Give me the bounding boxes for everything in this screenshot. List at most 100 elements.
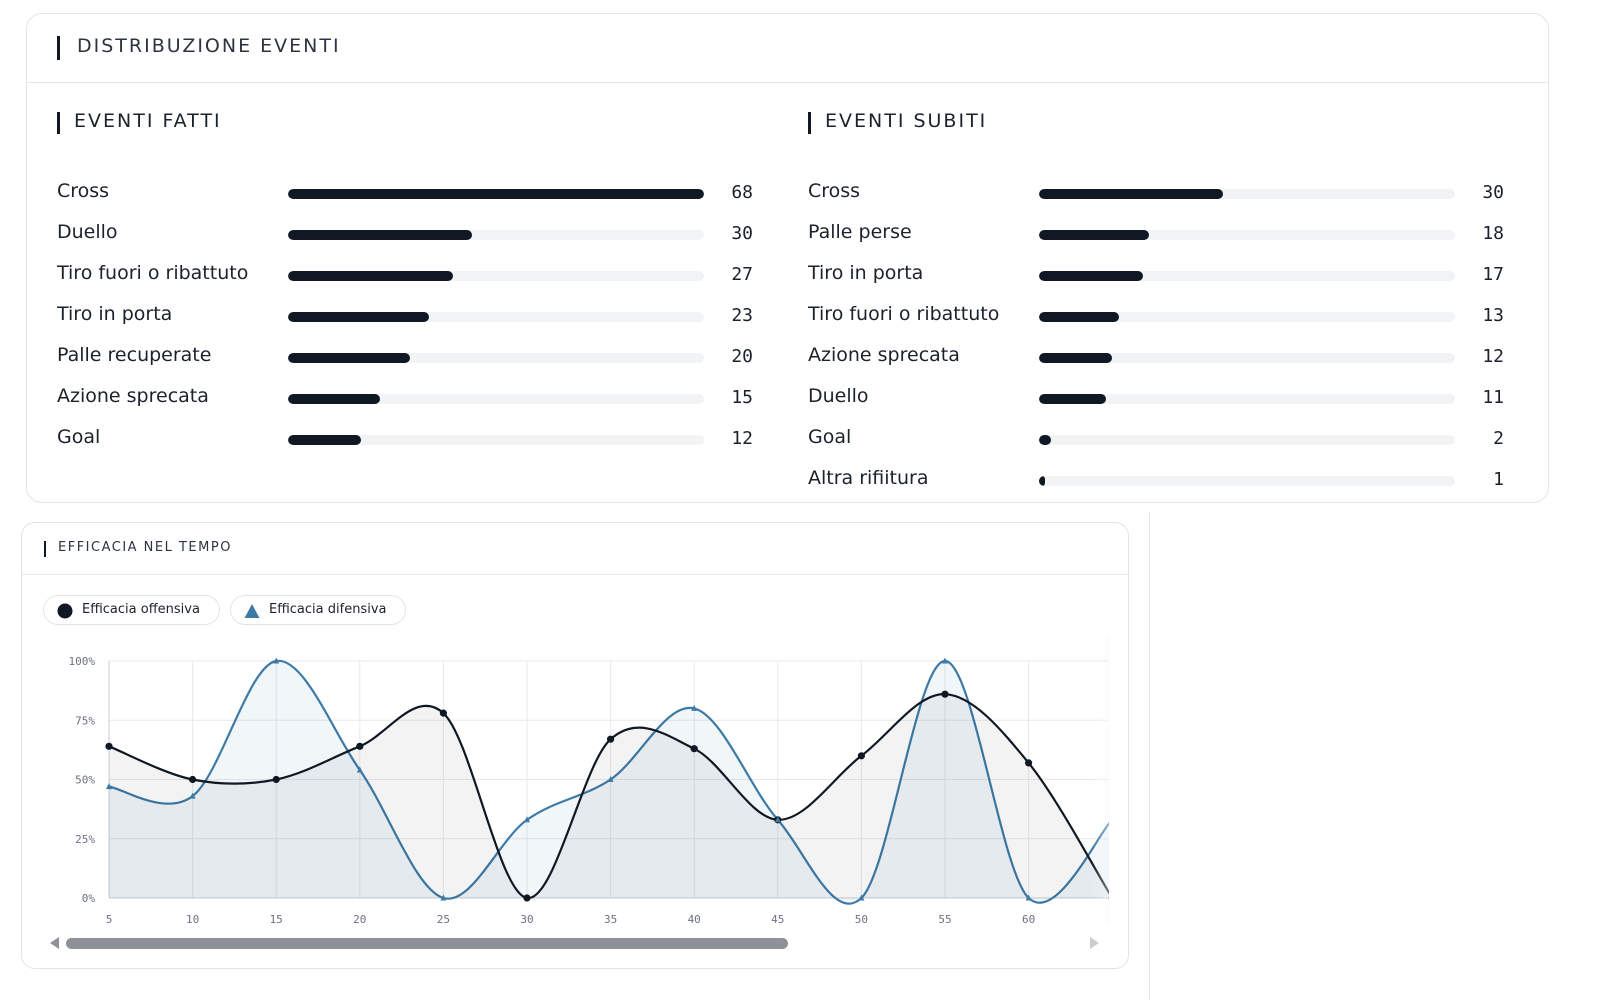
y-tick-label: 0% xyxy=(82,892,96,905)
y-tick-label: 75% xyxy=(75,714,95,727)
series-area-1 xyxy=(109,660,1109,904)
x-tick-label: 35 xyxy=(604,913,617,925)
bar-value: 18 xyxy=(1482,223,1504,244)
defensive-data-point xyxy=(440,894,447,901)
offensive-data-point xyxy=(690,745,698,753)
bar-row: Goal 2 xyxy=(808,426,1508,456)
y-tick-label: 100% xyxy=(69,655,96,668)
bar-row: Tiro fuori o ribattuto 27 xyxy=(57,262,757,292)
bar-track xyxy=(288,435,704,445)
triangle-marker-icon xyxy=(244,604,260,618)
x-tick-label: 40 xyxy=(688,913,701,925)
bar-value: 11 xyxy=(1482,387,1504,408)
offensive-data-point xyxy=(607,735,615,743)
chart-scrollbar-thumb[interactable] xyxy=(66,938,788,949)
bar-fill xyxy=(288,312,429,322)
bar-row: Tiro fuori o ribattuto 13 xyxy=(808,303,1508,333)
bar-track xyxy=(288,394,704,404)
defensive-data-point xyxy=(607,776,614,782)
bar-fill xyxy=(288,189,704,199)
efficacy-over-time-card: EFFICACIA NEL TEMPO Efficacia offensiva … xyxy=(21,522,1129,969)
bar-label: Palle perse xyxy=(808,221,912,243)
defensive-series-line xyxy=(108,659,1109,905)
bar-row: Tiro in porta 17 xyxy=(808,262,1508,292)
bar-label: Goal xyxy=(808,426,852,448)
legend-offensive-toggle[interactable]: Efficacia offensiva xyxy=(43,595,220,625)
bar-value: 12 xyxy=(731,428,753,449)
bar-row: Palle perse 18 xyxy=(808,221,1508,251)
scroll-fade-overlay xyxy=(1092,635,1109,925)
bar-value: 23 xyxy=(731,305,753,326)
bar-fill xyxy=(1039,476,1045,486)
defensive-data-point xyxy=(1025,894,1032,901)
x-tick-label: 55 xyxy=(938,913,951,925)
bar-track xyxy=(1039,476,1455,486)
section-accent-bar xyxy=(57,112,60,134)
bar-value: 68 xyxy=(731,182,753,203)
bar-label: Cross xyxy=(57,180,110,202)
defensive-data-point xyxy=(774,816,781,823)
defensive-data-point xyxy=(106,783,112,790)
section-title: EVENTI SUBITI xyxy=(825,110,988,132)
defensive-data-point xyxy=(942,657,948,664)
bar-label: Tiro in porta xyxy=(808,262,924,284)
bar-label: Goal xyxy=(57,426,101,448)
defensive-data-point xyxy=(273,657,280,664)
bar-label: Tiro in porta xyxy=(57,303,173,325)
bar-fill xyxy=(288,353,410,363)
series-area-0 xyxy=(109,694,1109,899)
bar-value: 12 xyxy=(1482,346,1504,367)
y-tick-label: 25% xyxy=(75,833,95,846)
bar-fill xyxy=(1039,312,1119,322)
y-tick-label: 50% xyxy=(75,774,95,787)
bar-label: Azione sprecata xyxy=(57,385,209,407)
bar-row: Cross 30 xyxy=(808,180,1508,210)
bar-fill xyxy=(1039,353,1112,363)
bar-label: Azione sprecata xyxy=(808,344,960,366)
x-tick-label: 20 xyxy=(353,913,366,925)
section-accent-bar xyxy=(808,112,811,134)
bar-fill xyxy=(1039,271,1143,281)
bar-value: 13 xyxy=(1482,305,1504,326)
defensive-data-point xyxy=(858,894,865,901)
offensive-data-point xyxy=(523,894,531,902)
bar-value: 27 xyxy=(731,264,753,285)
circle-marker-icon xyxy=(57,603,73,619)
legend-defensive-toggle[interactable]: Efficacia difensiva xyxy=(230,595,406,625)
x-tick-label: 25 xyxy=(437,913,450,925)
bar-row: Duello 30 xyxy=(57,221,757,251)
efficacy-line-chart: 0% 25% 50% 75% 100% 5 10 15 20 25 30 35 40 45 50 55 60 xyxy=(69,635,1109,925)
offensive-data-point xyxy=(941,690,949,698)
bar-row: Palle recuperate 20 xyxy=(57,344,757,374)
bar-fill xyxy=(1039,189,1223,199)
bar-row: Tiro in porta 23 xyxy=(57,303,757,333)
bar-track xyxy=(288,353,704,363)
x-tick-label: 45 xyxy=(771,913,784,925)
bar-fill xyxy=(288,394,380,404)
bar-label: Altra rifiitura xyxy=(808,467,929,489)
x-tick-label: 15 xyxy=(270,913,283,925)
bar-track xyxy=(1039,271,1455,281)
offensive-data-point xyxy=(439,709,447,717)
scroll-right-arrow-icon[interactable] xyxy=(1089,936,1101,950)
bar-track xyxy=(1039,189,1455,199)
bar-label: Cross xyxy=(808,180,861,202)
bar-track xyxy=(1039,394,1455,404)
bar-track xyxy=(288,230,704,240)
bar-fill xyxy=(288,435,361,445)
bar-row: Azione sprecata 15 xyxy=(57,385,757,415)
bar-fill xyxy=(288,271,453,281)
offensive-data-point xyxy=(189,775,197,784)
bar-row: Altra rifiitura 1 xyxy=(808,467,1508,497)
defensive-data-point xyxy=(356,766,363,773)
panel-divider xyxy=(1149,512,1150,1000)
bar-row: Duello 11 xyxy=(808,385,1508,415)
x-tick-label: 50 xyxy=(855,913,868,925)
bar-label: Tiro fuori o ribattuto xyxy=(808,303,1000,325)
bar-track xyxy=(1039,230,1455,240)
bar-value: 30 xyxy=(731,223,753,244)
scroll-left-arrow-icon[interactable] xyxy=(48,936,60,950)
legend-label: Efficacia difensiva xyxy=(269,602,387,617)
bar-track xyxy=(288,189,704,199)
x-tick-label: 10 xyxy=(186,913,199,925)
